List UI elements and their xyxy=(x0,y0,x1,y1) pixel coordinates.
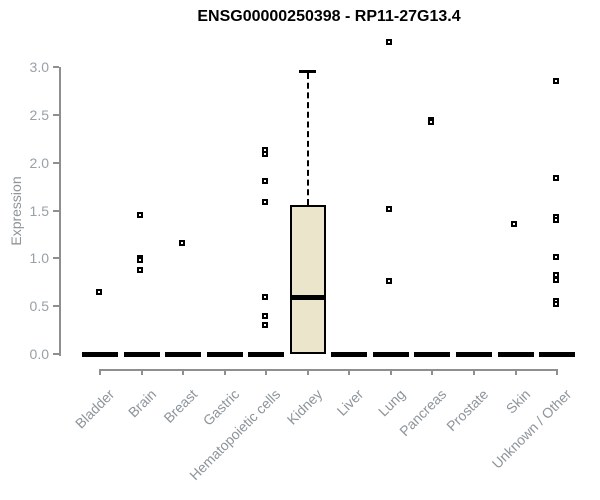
y-axis-tick xyxy=(53,305,59,308)
data-point xyxy=(386,205,393,212)
y-axis-tick-label: 0.0 xyxy=(29,346,49,363)
y-axis-tick-label: 0.5 xyxy=(29,298,49,315)
data-point xyxy=(552,276,559,283)
x-axis-tick xyxy=(472,369,475,375)
data-point xyxy=(261,312,268,319)
x-axis-tick xyxy=(265,369,268,375)
chart-title: ENSG00000250398 - RP11-27G13.4 xyxy=(197,8,461,25)
zero-expression-bar xyxy=(331,351,368,357)
y-axis-tick-label: 1.0 xyxy=(29,250,49,267)
zero-expression-bar xyxy=(123,351,160,357)
data-point xyxy=(511,220,517,227)
data-point xyxy=(552,174,559,181)
data-point xyxy=(137,257,144,264)
zero-expression-bar xyxy=(248,351,285,357)
data-point xyxy=(552,253,559,260)
x-axis-tick xyxy=(389,369,392,375)
boxplot-median-line xyxy=(291,295,324,301)
data-point xyxy=(261,321,268,328)
data-point xyxy=(137,266,144,273)
zero-expression-bar xyxy=(414,351,451,357)
x-axis-line xyxy=(99,369,559,371)
data-point xyxy=(386,38,393,45)
y-axis-tick xyxy=(53,113,59,116)
upper-whisker-cap xyxy=(299,69,317,73)
data-point xyxy=(427,119,434,126)
data-point xyxy=(552,301,559,308)
y-axis-tick-label: 1.5 xyxy=(29,202,49,219)
data-point xyxy=(386,277,393,284)
y-axis-tick-label: 2.0 xyxy=(29,154,49,171)
boxplot-box xyxy=(289,204,326,355)
data-point xyxy=(95,289,102,295)
zero-expression-bar xyxy=(497,351,534,357)
zero-expression-bar xyxy=(455,351,492,357)
y-axis-tick xyxy=(53,161,59,164)
y-axis-tick-label: 3.0 xyxy=(29,58,49,75)
x-axis-tick xyxy=(99,369,101,375)
data-point xyxy=(137,212,144,219)
data-point xyxy=(261,177,268,184)
x-axis-tick xyxy=(431,369,434,375)
data-point xyxy=(261,198,268,205)
x-axis-tick xyxy=(182,369,185,375)
x-axis-tick xyxy=(514,369,517,375)
zero-expression-bar xyxy=(82,351,118,357)
y-axis-tick xyxy=(53,257,59,260)
data-point xyxy=(261,151,268,157)
y-axis-tick xyxy=(53,65,59,68)
y-axis-tick-label: 2.5 xyxy=(29,106,49,123)
data-point xyxy=(552,217,559,224)
zero-expression-bar xyxy=(165,351,202,357)
data-point xyxy=(552,78,559,85)
x-axis-tick xyxy=(223,369,226,375)
y-axis-tick xyxy=(53,353,59,356)
x-axis-tick xyxy=(306,369,309,375)
upper-whisker xyxy=(306,72,309,205)
zero-expression-bar xyxy=(539,351,576,357)
data-point xyxy=(178,240,185,247)
x-axis-tick xyxy=(556,369,559,375)
zero-expression-bar xyxy=(372,351,409,357)
x-axis-tick xyxy=(348,369,351,375)
y-axis-line xyxy=(59,66,61,357)
zero-expression-bar xyxy=(206,351,243,357)
x-axis-tick xyxy=(140,369,143,375)
data-point xyxy=(261,293,268,300)
y-axis-tick xyxy=(53,209,59,212)
